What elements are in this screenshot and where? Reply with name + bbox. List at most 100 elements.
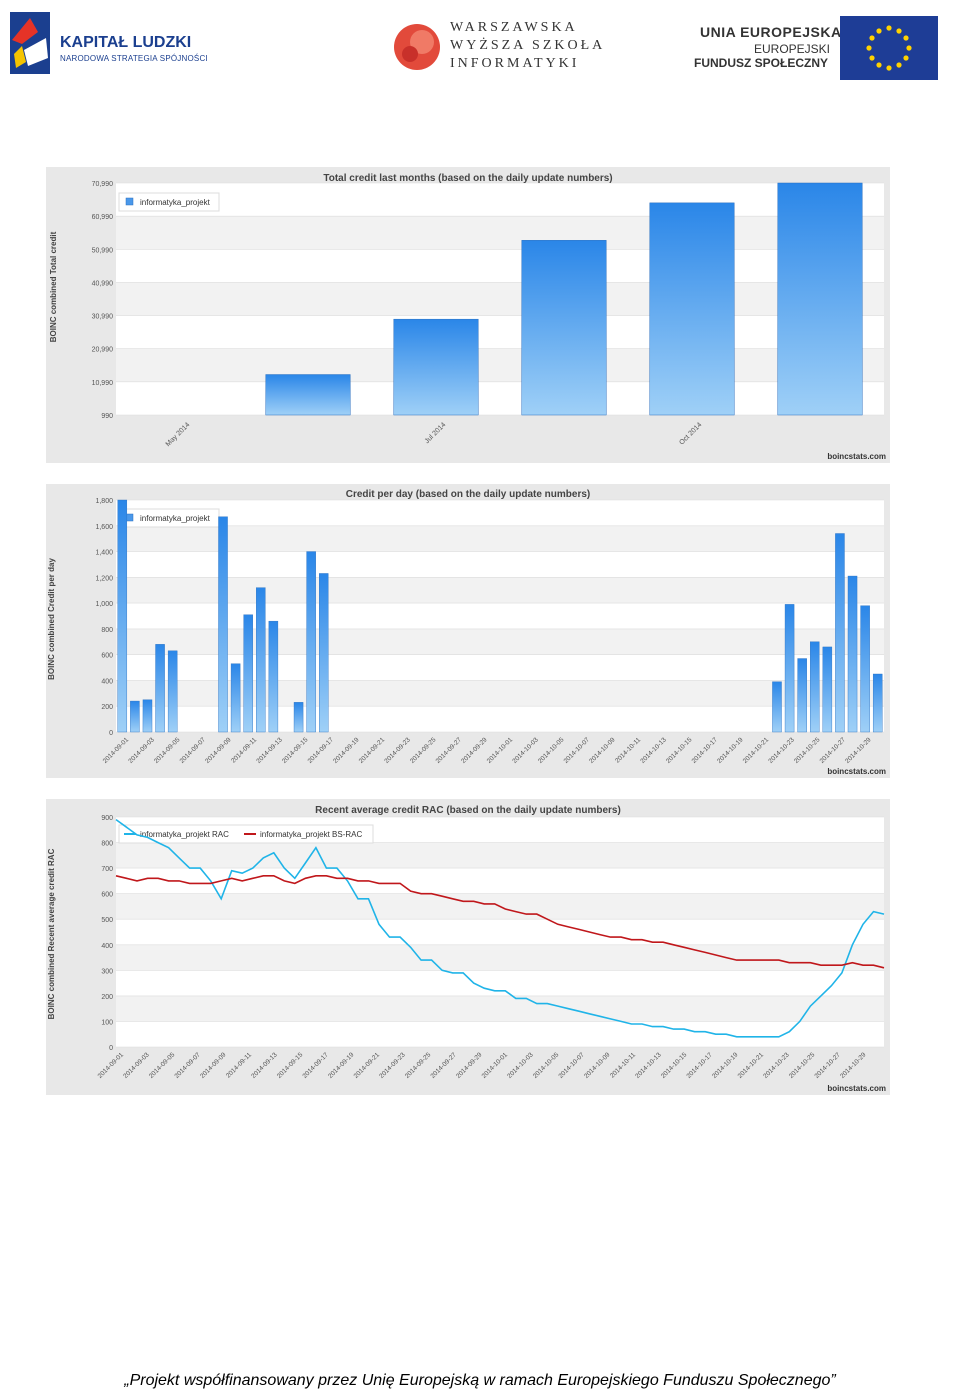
x-tick-label: 2014-10-25 [788,1051,817,1080]
rac-chart: Recent average credit RAC (based on the … [46,799,890,1095]
bar [268,620,279,733]
x-tick-label: 2014-10-17 [685,1051,714,1080]
chart-title: Credit per day (based on the daily updat… [346,489,591,500]
kapital-ludzki-subtitle: NARODOWA STRATEGIA SPÓJNOŚCI [60,54,208,63]
y-tick-label: 40,990 [92,280,114,287]
watermark: boincstats.com [827,452,886,461]
bar [797,658,807,733]
x-tick-label: 2014-09-17 [307,736,336,765]
bar [256,587,266,733]
bar [142,699,153,733]
x-tick-label: 2014-09-11 [230,736,258,764]
bar [167,650,178,733]
legend-label-bsrac: informatyka_projekt BS-RAC [260,830,362,839]
bar [649,202,735,416]
x-tick-label: 2014-09-09 [199,1051,228,1080]
x-tick-label: 2014-10-29 [844,736,873,765]
credit-per-day-chart: Credit per day (based on the daily updat… [46,484,890,778]
bar [218,516,228,733]
y-tick-label: 200 [101,994,113,1001]
x-tick-label: 2014-09-17 [301,1051,330,1080]
series-line-bsrac [115,875,885,969]
x-tick-label: 2014-09-27 [435,736,464,765]
x-tick-label: 2014-09-27 [429,1051,458,1080]
x-tick-label: 2014-10-21 [737,1051,766,1080]
x-tick-label: 2014-10-25 [793,736,822,765]
x-tick-label: 2014-09-23 [383,736,412,765]
x-tick-label: 2014-09-05 [153,736,182,765]
x-tick-label: 2014-10-03 [506,1051,535,1080]
wwsi-line-2: WYŻSZA SZKOŁA [450,38,606,53]
x-tick-label: 2014-09-07 [173,1051,202,1080]
rac-chart-svg: Recent average credit RAC (based on the … [47,805,886,1093]
x-tick-label: Jul 2014 [424,421,448,445]
x-tick-label: 2014-09-13 [250,1051,279,1080]
x-tick-label: 2014-10-21 [742,736,771,765]
x-tick-label: 2014-09-19 [327,1051,356,1080]
legend: informatyka_projekt [118,508,220,528]
x-tick-label: 2014-09-23 [378,1051,407,1080]
bar [265,374,351,416]
bar [117,499,128,733]
x-tick-label: 2014-09-21 [353,1051,382,1080]
total-credit-chart-svg: Total credit last months (based on the d… [49,173,886,461]
kapital-ludzki-logo: KAPITAŁ LUDZKI NARODOWA STRATEGIA SPÓJNO… [8,10,208,78]
y-tick-label: 400 [101,943,113,950]
y-tick-label: 800 [101,627,113,634]
x-tick-label: 2014-10-23 [762,1051,791,1080]
x-tick-label: 2014-09-01 [97,1051,126,1080]
legend-swatch [125,513,134,522]
x-tick-label: 2014-10-09 [588,736,617,765]
bar [835,533,845,733]
legend: informatyka_projekt [118,192,220,212]
y-tick-label: 400 [101,678,113,685]
x-tick-label: 2014-09-07 [179,736,208,765]
x-tick-label: 2014-10-15 [660,1051,689,1080]
y-tick-label: 990 [101,413,113,420]
x-tick-label: 2014-10-19 [716,736,745,765]
eu-line-1: UNIA EUROPEJSKA [700,24,842,40]
bar [306,551,316,733]
x-tick-label: 2014-09-03 [122,1051,151,1080]
watermark: boincstats.com [827,767,886,776]
eu-line-2: EUROPEJSKI [754,42,831,56]
x-tick-label: 2014-09-21 [358,736,387,765]
x-tick-label: 2014-10-03 [511,736,540,765]
x-tick-label: 2014-09-05 [148,1051,177,1080]
bar [230,663,241,733]
bar [860,605,870,733]
eu-flag-icon [840,16,938,80]
x-tick-label: 2014-09-25 [404,1051,433,1080]
x-tick-label: 2014-09-09 [204,736,233,765]
wwsi-line-1: WARSZAWSKA [450,20,578,35]
x-tick-label: 2014-10-29 [839,1051,868,1080]
x-tick-label: 2014-10-11 [609,1051,637,1079]
wwsi-emblem-icon [394,24,440,70]
bar [822,646,833,733]
bar [772,681,782,733]
x-tick-label: 2014-09-29 [460,736,489,765]
x-tick-label: 2014-09-29 [455,1051,484,1080]
x-tick-label: 2014-09-25 [409,736,438,765]
x-tick-label: 2014-09-13 [255,736,284,765]
chart-title: Total credit last months (based on the d… [323,173,612,184]
legend-label: informatyka_projekt [140,514,211,523]
x-tick-label: May 2014 [165,421,192,448]
x-tick-label: 2014-10-05 [532,1051,561,1080]
y-tick-label: 1,800 [95,498,113,505]
x-tick-label: 2014-10-17 [691,736,720,765]
x-tick-label: 2014-09-11 [225,1051,253,1079]
x-tick-label: 2014-09-01 [102,736,131,765]
bar [243,614,253,733]
bar [872,673,883,733]
x-tick-label: Oct 2014 [678,421,703,446]
y-tick-label: 1,200 [95,575,113,582]
bar [130,700,140,733]
plot-area [116,816,884,1048]
y-tick-label: 20,990 [92,347,114,354]
x-tick-label: 2014-10-07 [557,1051,586,1080]
x-tick-label: 2014-10-27 [819,736,848,765]
bar [847,575,858,733]
y-tick-label: 1,000 [95,601,113,608]
x-tick-label: 2014-10-11 [614,736,642,764]
